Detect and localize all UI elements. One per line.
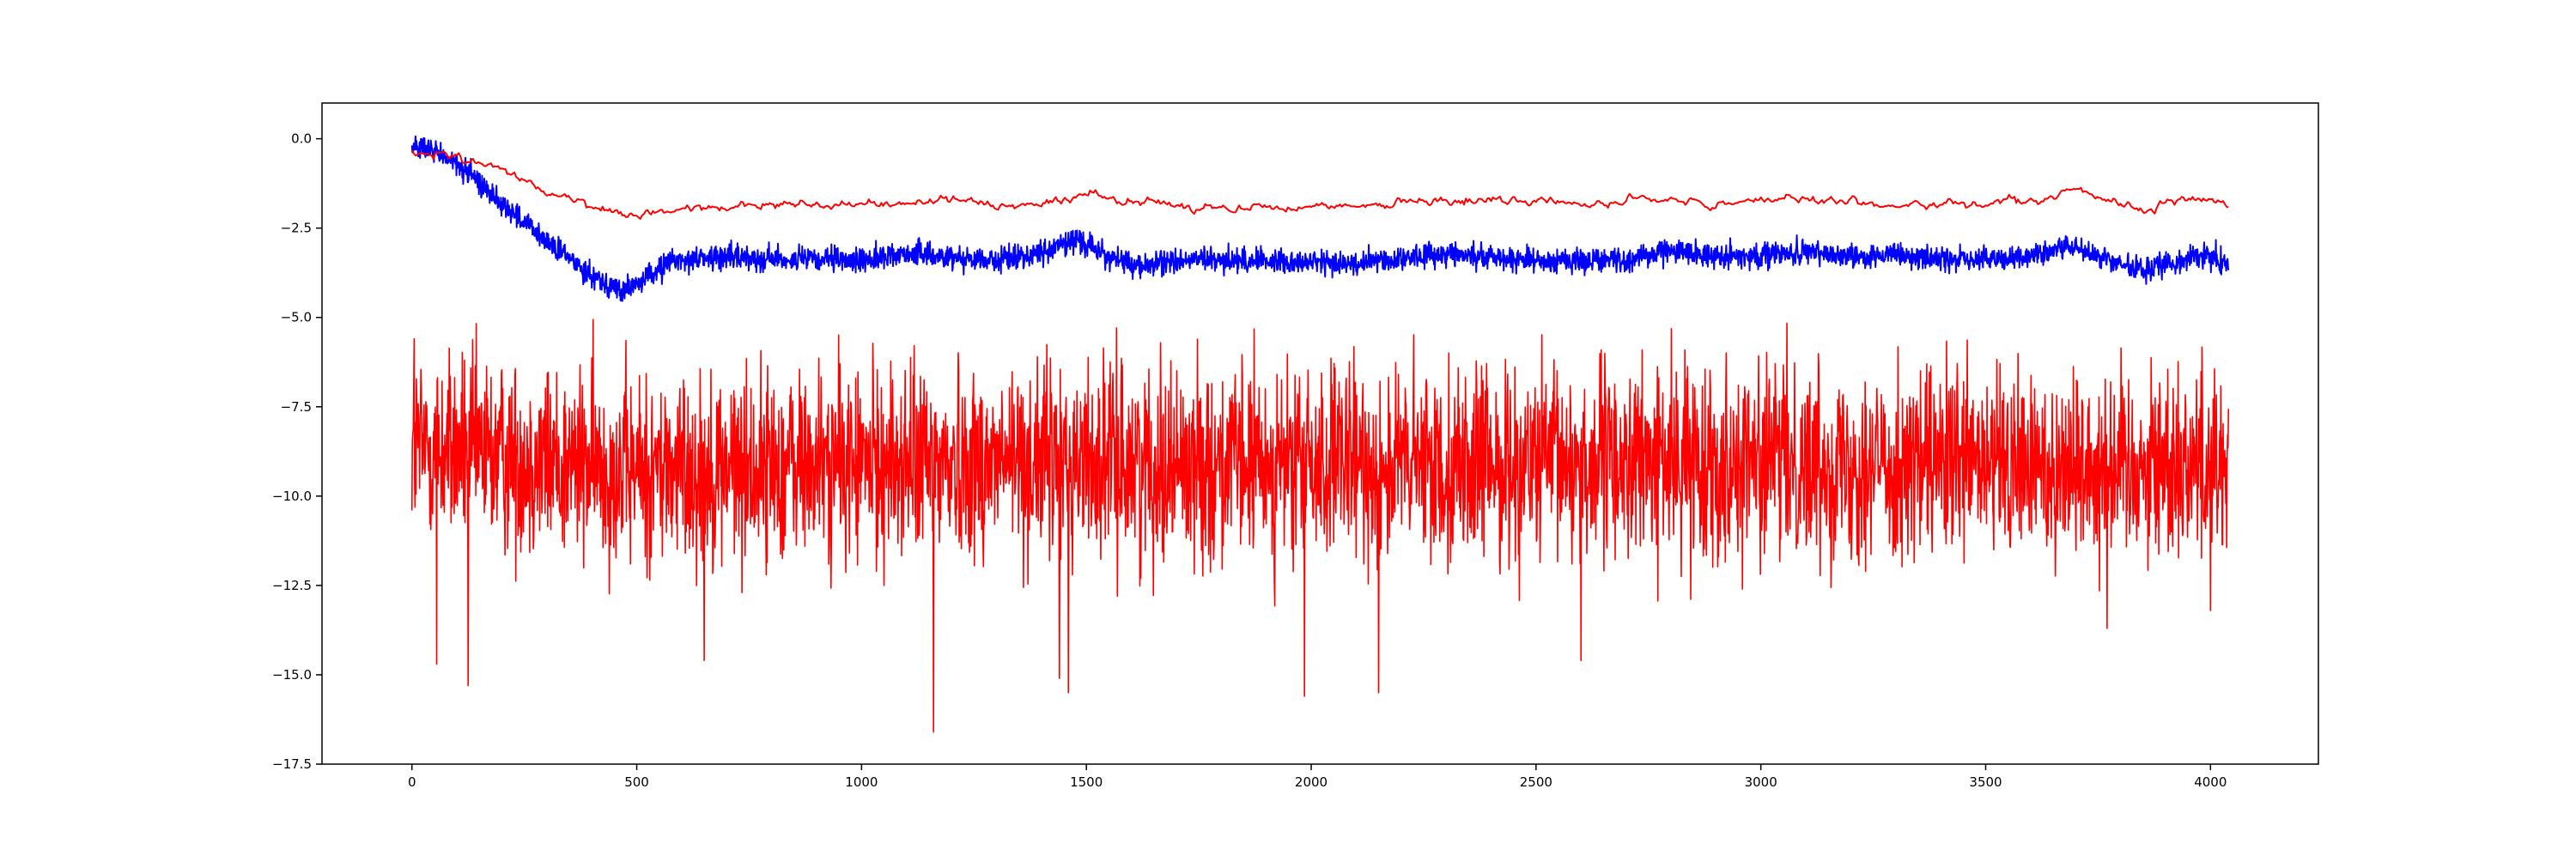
x-tick-label: 2500 xyxy=(1520,774,1552,790)
y-tick-label: −12.5 xyxy=(272,578,312,593)
y-tick-label: −2.5 xyxy=(281,221,312,236)
axes-frame xyxy=(321,102,2319,765)
y-tick-label: −5.0 xyxy=(281,310,312,325)
y-tick-label: −15.0 xyxy=(272,667,312,683)
series-line-1 xyxy=(410,319,2230,733)
x-tick-label: 500 xyxy=(624,774,649,790)
x-tick-label: 3000 xyxy=(1745,774,1777,790)
series-line-3 xyxy=(410,149,2229,220)
x-axis: 0 500 1000 1500 2000 2500 3000 3500 4000 xyxy=(408,764,2227,790)
plot-area-group xyxy=(410,135,2230,733)
x-tick-label: 4000 xyxy=(2194,774,2227,790)
y-axis: 0.0 −2.5 −5.0 −7.5 −10.0 −12.5 −15.0 −17.5 xyxy=(272,131,322,772)
y-tick-label: 0.0 xyxy=(291,131,312,147)
x-tick-label: 3500 xyxy=(1969,774,2002,790)
x-tick-label: 0 xyxy=(408,774,416,790)
series-line-2 xyxy=(410,135,2230,302)
x-tick-label: 1000 xyxy=(845,774,878,790)
y-tick-label: −10.0 xyxy=(272,489,312,504)
y-tick-label: −17.5 xyxy=(272,756,312,772)
x-tick-label: 1500 xyxy=(1070,774,1103,790)
y-tick-label: −7.5 xyxy=(281,399,312,415)
x-tick-label: 2000 xyxy=(1295,774,1327,790)
